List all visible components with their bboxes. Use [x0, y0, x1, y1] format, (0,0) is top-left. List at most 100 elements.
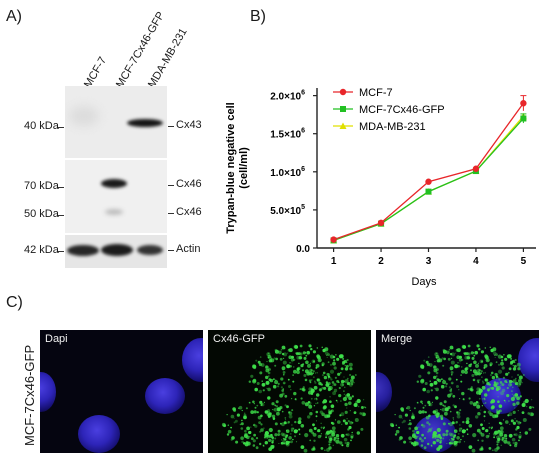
- gfp-speckle: [256, 404, 259, 407]
- gfp-speckle: [447, 406, 451, 410]
- x-tick-label: 4: [473, 256, 479, 267]
- gfp-speckle: [478, 387, 481, 391]
- gfp-speckle: [359, 412, 362, 415]
- gfp-speckle: [292, 380, 295, 383]
- gfp-speckle: [477, 439, 480, 442]
- gfp-speckle: [361, 412, 366, 417]
- gfp-speckle: [331, 426, 336, 431]
- gfp-speckle: [438, 357, 440, 359]
- gfp-speckle: [329, 400, 332, 403]
- gfp-speckle: [447, 393, 451, 398]
- gfp-speckle: [273, 408, 275, 411]
- gfp-speckle: [445, 406, 447, 409]
- gfp-speckle: [506, 354, 511, 359]
- gfp-speckle: [327, 378, 330, 380]
- gfp-speckle: [470, 386, 473, 389]
- gfp-speckle: [312, 370, 315, 373]
- gfp-speckle: [510, 360, 514, 364]
- gfp-speckle: [329, 369, 335, 374]
- gfp-speckle: [235, 440, 239, 444]
- gfp-speckle: [272, 384, 277, 389]
- gfp-speckle: [398, 426, 400, 429]
- gfp-speckle: [323, 405, 327, 409]
- protein-cx43: Cx43: [176, 119, 202, 131]
- gfp-speckle: [252, 379, 257, 384]
- gfp-speckle: [521, 411, 525, 414]
- gfp-speckle: [364, 406, 366, 408]
- gfp-speckle: [296, 370, 300, 375]
- gfp-speckle: [282, 433, 286, 437]
- gfp-speckle: [479, 359, 484, 364]
- gfp-speckle: [226, 414, 228, 416]
- gfp-speckle: [334, 376, 337, 379]
- gfp-speckle: [265, 365, 270, 370]
- gfp-speckle: [494, 356, 496, 358]
- gfp-speckle: [293, 369, 297, 374]
- gfp-speckle: [275, 405, 278, 408]
- gfp-speckle: [331, 432, 336, 437]
- gfp-speckle: [344, 379, 349, 384]
- gfp-speckle: [346, 433, 350, 437]
- gfp-speckle: [312, 446, 316, 449]
- gfp-speckle: [313, 385, 318, 390]
- gfp-speckle: [260, 423, 263, 426]
- gfp-speckle: [246, 426, 250, 431]
- gfp-speckle: [271, 444, 275, 449]
- gfp-speckle: [475, 363, 479, 368]
- gfp-speckle: [342, 357, 345, 360]
- gfp-speckle: [327, 361, 330, 364]
- gfp-speckle: [389, 422, 394, 427]
- gfp-speckle: [435, 396, 439, 400]
- gfp-speckle: [288, 385, 291, 388]
- gfp-speckle: [470, 351, 474, 355]
- gfp-speckle: [312, 350, 316, 354]
- gfp-speckle: [268, 438, 272, 442]
- gfp-speckle: [241, 419, 243, 422]
- gfp-speckle: [466, 417, 470, 421]
- gfp-speckle: [510, 357, 513, 360]
- gfp-speckle: [261, 382, 266, 387]
- gfp-speckle: [260, 414, 263, 418]
- gfp-speckle: [502, 376, 505, 379]
- gfp-speckle: [345, 433, 348, 436]
- gfp-speckle: [403, 440, 407, 444]
- gfp-speckle: [326, 430, 330, 435]
- y-axis-title-line1: Trypan-blue negative cell: [225, 102, 237, 233]
- gfp-speckle: [298, 417, 302, 421]
- gfp-speckle: [320, 447, 324, 450]
- gfp-speckle: [332, 391, 336, 396]
- gfp-speckle: [271, 441, 274, 444]
- gfp-speckle: [305, 379, 307, 381]
- gfp-speckle: [293, 391, 297, 396]
- gfp-speckle: [315, 420, 317, 422]
- gfp-speckle: [274, 433, 278, 437]
- gfp-speckle: [336, 357, 340, 361]
- gfp-speckle: [267, 415, 271, 419]
- gfp-speckle: [312, 372, 314, 374]
- gfp-speckle: [441, 378, 443, 381]
- data-point: [377, 219, 385, 227]
- gfp-speckle: [480, 372, 482, 374]
- gfp-speckle: [263, 401, 265, 403]
- gfp-speckle: [441, 407, 446, 412]
- gfp-speckle: [440, 417, 444, 420]
- gfp-speckle: [307, 401, 311, 404]
- gfp-speckle: [496, 410, 500, 415]
- gfp-speckle: [498, 378, 501, 381]
- gfp-speckle: [348, 396, 352, 401]
- gfp-speckle: [322, 399, 328, 404]
- gfp-speckle: [490, 348, 494, 353]
- gfp-speckle: [481, 376, 483, 378]
- gfp-speckle: [429, 382, 434, 387]
- gfp-speckle: [449, 389, 452, 392]
- gfp-speckle: [496, 443, 499, 446]
- gfp-speckle: [292, 438, 294, 441]
- gfp-speckle: [495, 375, 499, 378]
- gfp-speckle: [272, 409, 273, 411]
- gfp-speckle: [295, 441, 298, 443]
- gfp-speckle: [456, 441, 459, 444]
- gfp-speckle: [344, 442, 347, 444]
- gfp-speckle: [463, 352, 467, 356]
- gfp-speckle: [473, 354, 476, 357]
- gfp-speckle: [426, 421, 429, 424]
